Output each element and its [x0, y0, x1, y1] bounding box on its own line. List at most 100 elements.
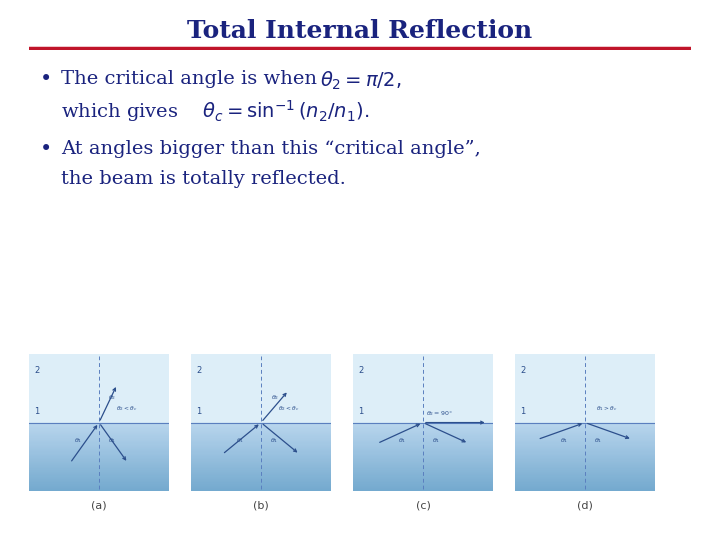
Bar [353, 457, 493, 459]
Bar [191, 466, 331, 468]
Text: $\theta_1$: $\theta_1$ [107, 436, 116, 445]
Bar [515, 443, 655, 446]
Bar [29, 473, 169, 475]
Bar [191, 484, 331, 487]
Bar [353, 432, 493, 434]
Bar [191, 432, 331, 434]
Bar [353, 427, 493, 429]
Bar [515, 480, 655, 482]
Bar [353, 482, 493, 484]
Bar [353, 487, 493, 489]
Bar [29, 455, 169, 457]
Bar [353, 436, 493, 438]
Bar [515, 468, 655, 471]
Text: $\theta_2$: $\theta_2$ [108, 393, 116, 402]
Bar [191, 482, 331, 484]
Text: 2: 2 [521, 366, 526, 375]
Bar [191, 450, 331, 453]
Bar [191, 448, 331, 450]
Text: At angles bigger than this “critical angle”,: At angles bigger than this “critical ang… [61, 140, 481, 158]
Bar [515, 459, 655, 462]
Bar [353, 448, 493, 450]
Bar [515, 436, 655, 438]
Text: $\theta_2$: $\theta_2$ [271, 393, 279, 402]
Bar [353, 455, 493, 457]
Text: 1: 1 [359, 407, 364, 416]
Bar [353, 489, 493, 491]
Bar [353, 471, 493, 473]
Bar [353, 464, 493, 466]
Bar [29, 450, 169, 453]
Bar [353, 441, 493, 443]
Bar [29, 453, 169, 455]
Bar [515, 462, 655, 464]
Bar [515, 482, 655, 484]
Bar [29, 487, 169, 489]
Bar [353, 422, 493, 425]
Bar [353, 462, 493, 464]
Bar [515, 425, 655, 427]
Text: (a): (a) [91, 500, 107, 510]
Text: $\theta_1$: $\theta_1$ [236, 436, 244, 445]
Bar [515, 448, 655, 450]
Bar [353, 450, 493, 453]
Bar [353, 446, 493, 448]
Bar [515, 441, 655, 443]
Bar [29, 468, 169, 471]
Bar [353, 354, 493, 422]
Bar [29, 443, 169, 446]
Bar [191, 422, 331, 425]
Bar [29, 480, 169, 482]
Bar [515, 484, 655, 487]
Bar [29, 432, 169, 434]
Bar [29, 429, 169, 432]
Text: 1: 1 [521, 407, 526, 416]
Text: $\theta_1$: $\theta_1$ [593, 436, 602, 445]
Bar [353, 473, 493, 475]
Text: (c): (c) [415, 500, 431, 510]
Bar [515, 466, 655, 468]
Bar [191, 457, 331, 459]
Text: 2: 2 [197, 366, 202, 375]
Bar [515, 475, 655, 477]
Bar [29, 427, 169, 429]
Bar [29, 448, 169, 450]
Bar [353, 453, 493, 455]
Bar [515, 354, 655, 422]
Bar [515, 487, 655, 489]
Bar [191, 475, 331, 477]
Bar [29, 477, 169, 480]
Bar [191, 480, 331, 482]
Bar [515, 438, 655, 441]
Text: 1: 1 [197, 407, 202, 416]
Text: •: • [40, 70, 52, 89]
Bar [191, 453, 331, 455]
Text: $\theta_2 < \theta_c$: $\theta_2 < \theta_c$ [278, 404, 300, 413]
Bar [515, 489, 655, 491]
Bar [515, 457, 655, 459]
Bar [353, 480, 493, 482]
Bar [29, 446, 169, 448]
Bar [515, 432, 655, 434]
Bar [353, 468, 493, 471]
Bar [29, 462, 169, 464]
Text: 1: 1 [35, 407, 40, 416]
Bar [191, 471, 331, 473]
Bar [191, 425, 331, 427]
Bar [191, 354, 331, 422]
Text: $\theta_1$: $\theta_1$ [560, 436, 568, 445]
Bar [191, 473, 331, 475]
Bar [353, 466, 493, 468]
Bar [515, 477, 655, 480]
Text: the beam is totally reflected.: the beam is totally reflected. [61, 170, 346, 188]
Text: $\theta_1$: $\theta_1$ [398, 436, 406, 445]
Text: •: • [40, 140, 52, 159]
Bar [353, 475, 493, 477]
Bar [191, 464, 331, 466]
Text: $\theta_1$: $\theta_1$ [74, 436, 82, 445]
Bar [515, 455, 655, 457]
Bar [191, 443, 331, 446]
Bar [515, 450, 655, 453]
Bar [29, 457, 169, 459]
Bar [191, 487, 331, 489]
